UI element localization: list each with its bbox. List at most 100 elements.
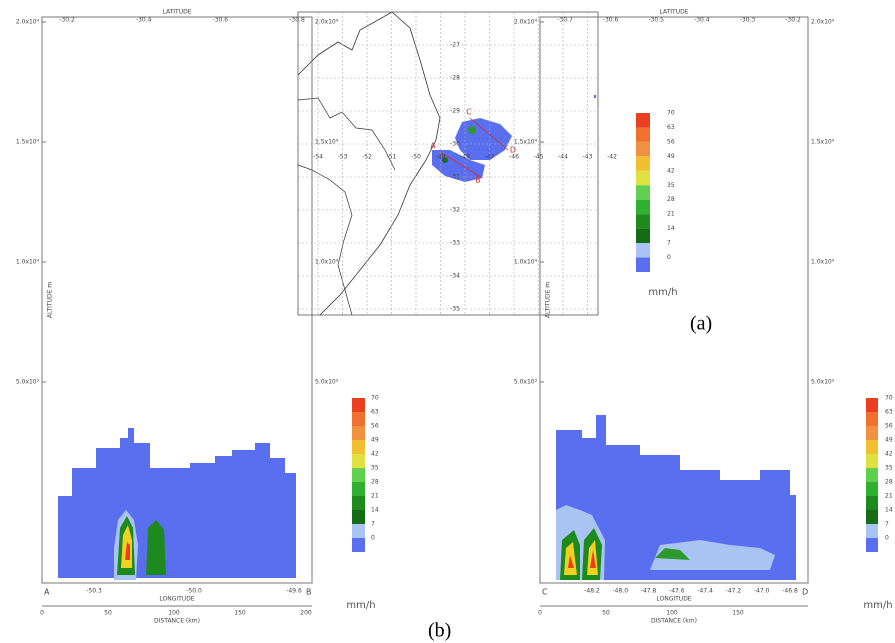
lon-tick-label: -46 [509, 154, 519, 161]
axis-title: ALTITUDE m [545, 282, 552, 318]
colorbar-swatch [352, 426, 365, 440]
lon-tick-label: -44 [558, 154, 568, 161]
colorbar-swatch [352, 398, 365, 412]
bottom-tick-label: -50.3 [86, 588, 102, 595]
border [297, 164, 353, 316]
colorbar-label: 63 [885, 409, 893, 416]
colorbar-swatch [352, 482, 365, 496]
lon-tick-label: -53 [338, 154, 348, 161]
top-tick-label: -30.6 [603, 17, 619, 24]
y-tick-label: 5.0x10³ [16, 379, 40, 386]
bottom-tick-label: -47.8 [641, 588, 657, 595]
colorbar-swatch [636, 243, 650, 258]
rain-core [442, 157, 448, 163]
colorbar-label: 63 [667, 124, 675, 131]
top-tick-label: -30.2 [785, 17, 801, 24]
colorbar-label: 56 [371, 423, 379, 430]
colorbar-label: 7 [371, 521, 375, 528]
bottom-tick-label: -47.2 [726, 588, 742, 595]
rain-core [125, 542, 130, 560]
colorbar-label: 70 [371, 395, 379, 402]
colorbar-swatch [866, 454, 878, 468]
distance-tick-label: 150 [732, 610, 744, 617]
y-tick-label: 2.0x10⁴ [514, 19, 538, 26]
rain-core [468, 126, 476, 134]
border [297, 97, 396, 171]
colorbar-swatch [866, 398, 878, 412]
rain-core [568, 550, 596, 568]
top-tick-label: -30.8 [289, 17, 305, 24]
colorbar-label: 63 [371, 409, 379, 416]
map-panel [297, 11, 599, 316]
colorbar-swatch [636, 185, 650, 200]
rain-core [655, 548, 690, 560]
colorbar-unit: mm/h [346, 600, 375, 611]
lon-tick-label: -54 [313, 154, 323, 161]
lat-tick-label: -33 [450, 240, 460, 247]
rain-section [650, 540, 775, 570]
end-label: B [306, 588, 312, 597]
section-label: C [466, 108, 472, 117]
colorbar-label: 42 [371, 451, 379, 458]
distance-tick-label: 100 [666, 610, 678, 617]
lon-tick-label: -50 [411, 154, 421, 161]
colorbar-swatch [636, 228, 650, 244]
colorbar-label: 21 [371, 493, 379, 500]
end-label: D [802, 588, 808, 597]
colorbar-swatch [866, 440, 878, 454]
section-label: A [430, 142, 436, 151]
axis-title: LONGITUDE [656, 596, 691, 603]
bottom-tick-label: -47.0 [754, 588, 770, 595]
lon-tick-label: -43 [583, 154, 593, 161]
y-tick-label: 1.0x10⁴ [811, 259, 835, 266]
colorbar-label: 28 [885, 479, 893, 486]
colorbar-label: 0 [667, 254, 671, 261]
section-line [439, 151, 483, 179]
colorbar-swatch [352, 538, 365, 552]
colorbar-label: 14 [371, 507, 379, 514]
axis-title: LATITUDE [659, 9, 688, 16]
lat-tick-label: -28 [450, 75, 460, 82]
colorbar-swatch [352, 412, 365, 426]
caption: (a) [690, 313, 712, 335]
lon-tick-label: -48 [460, 154, 470, 161]
lon-tick-label: -47 [485, 154, 495, 161]
distance-tick-label: 0 [40, 610, 44, 617]
lat-tick-label: -31 [450, 174, 460, 181]
colorbar-label: 42 [667, 167, 675, 174]
top-tick-label: -30.2 [59, 17, 75, 24]
lat-tick-label: -29 [450, 108, 460, 115]
lat-tick-label: -32 [450, 207, 460, 214]
y-tick-label: 5.0x10³ [514, 379, 538, 386]
y-tick-label: 1.5x10⁴ [315, 139, 339, 146]
y-tick-label: 2.0x10⁴ [315, 19, 339, 26]
colorbar-label: 14 [667, 225, 675, 232]
lon-tick-label: -45 [534, 154, 544, 161]
colorbar-label: 35 [667, 182, 675, 189]
colorbar-swatch [352, 440, 365, 454]
colorbar-swatch [866, 482, 878, 496]
map-frame [297, 11, 599, 316]
bottom-tick-label: -46.8 [782, 588, 798, 595]
colorbar-swatch [866, 524, 878, 538]
colorbar-swatch [352, 524, 365, 538]
colorbar-swatch [636, 170, 650, 186]
y-tick-label: 1.0x10⁴ [514, 259, 538, 266]
y-tick-label: 1.5x10⁴ [16, 139, 40, 146]
colorbar-label: 28 [667, 196, 675, 203]
colorbar-label: 21 [885, 493, 893, 500]
colorbar-swatch [636, 199, 650, 215]
distance-tick-label: 0 [538, 610, 542, 617]
colorbar-label: 49 [667, 153, 675, 160]
colorbar-swatch [866, 468, 878, 482]
colorbar-swatch [636, 113, 650, 128]
bottom-tick-label: -48.0 [613, 588, 629, 595]
y-tick-label: 2.0x10⁴ [811, 19, 835, 26]
bottom-tick-label: -47.6 [669, 588, 685, 595]
colorbar-swatch [636, 214, 650, 229]
coastline [297, 11, 441, 316]
end-label: C [542, 588, 548, 597]
end-label: A [44, 588, 50, 597]
colorbar-swatch [866, 496, 878, 510]
